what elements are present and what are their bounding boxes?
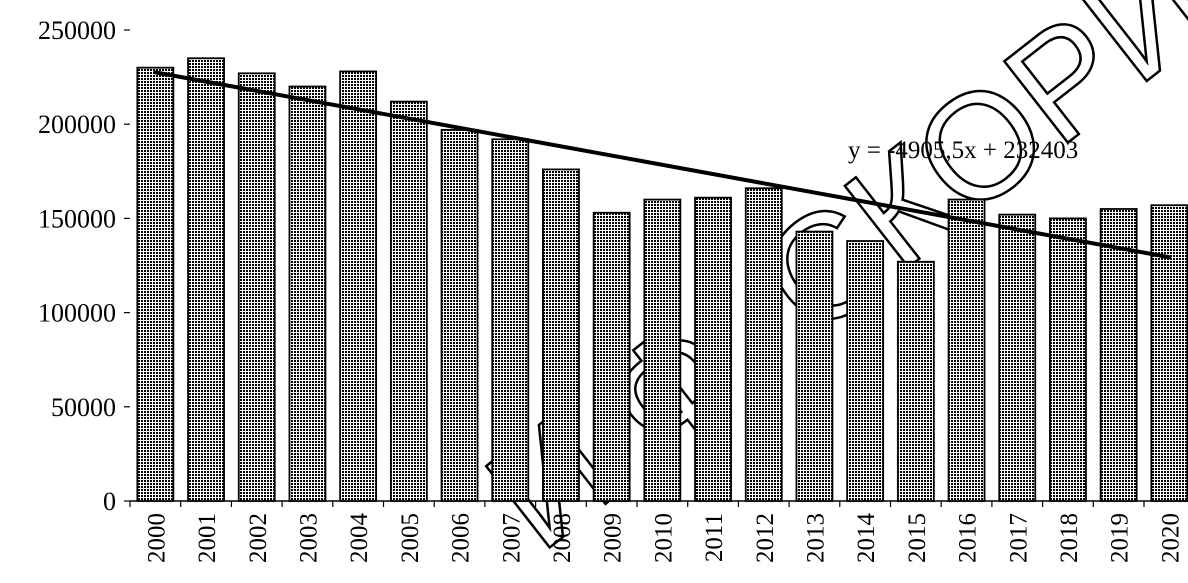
bar-2005 bbox=[389, 100, 428, 502]
x-tick-label-2004: 2004 bbox=[346, 513, 373, 564]
bar-2006 bbox=[440, 128, 479, 502]
bar-2003 bbox=[288, 85, 327, 502]
bar-2001 bbox=[187, 57, 225, 502]
y-tick-label: 250000 bbox=[38, 16, 116, 45]
x-tick-label-2010: 2010 bbox=[650, 513, 677, 563]
y-tick-label: 150000 bbox=[38, 204, 116, 233]
x-tick-label-2011: 2011 bbox=[701, 513, 728, 562]
y-tick-label: 50000 bbox=[51, 393, 116, 422]
bar-2014 bbox=[846, 240, 885, 502]
x-tick-label-2015: 2015 bbox=[904, 513, 931, 563]
bar-2015 bbox=[896, 260, 935, 502]
trendline bbox=[153, 70, 1172, 260]
x-tick-label-2017: 2017 bbox=[1005, 513, 1032, 563]
bar-2008 bbox=[542, 168, 580, 502]
trendline-equation: y = -4905,5x + 232403 bbox=[848, 137, 1078, 164]
bar-2013 bbox=[795, 230, 834, 502]
bar-2000 bbox=[136, 66, 175, 502]
x-tick-label-2020: 2020 bbox=[1157, 513, 1184, 563]
x-tick-label-2006: 2006 bbox=[448, 513, 475, 563]
bar-2009 bbox=[592, 211, 631, 502]
x-tick-label-2007: 2007 bbox=[498, 513, 525, 563]
bar-2018 bbox=[1049, 217, 1087, 502]
bar-2011 bbox=[694, 196, 732, 502]
x-tick-label-2014: 2014 bbox=[853, 513, 880, 564]
bar-2017 bbox=[998, 213, 1037, 502]
y-tick-label: 200000 bbox=[38, 110, 116, 139]
x-tick-label-2002: 2002 bbox=[245, 513, 272, 563]
x-tick-label-2001: 2001 bbox=[194, 513, 221, 563]
x-tick-label-2013: 2013 bbox=[802, 513, 829, 563]
bar-2012 bbox=[744, 187, 783, 502]
x-tick-label-2003: 2003 bbox=[295, 513, 322, 563]
bar-2016 bbox=[947, 198, 986, 502]
bar-2020 bbox=[1150, 204, 1188, 502]
x-tick-label-2018: 2018 bbox=[1056, 513, 1083, 563]
x-tick-label-2005: 2005 bbox=[397, 513, 424, 563]
y-tick-labels: 0 50000 100000 150000 200000 250000 bbox=[38, 16, 116, 516]
y-tick-label: 100000 bbox=[38, 299, 116, 328]
x-tick-label-2008: 2008 bbox=[549, 513, 576, 563]
x-tick-label-2016: 2016 bbox=[955, 513, 982, 563]
bar-2002 bbox=[237, 72, 276, 502]
bar-2010 bbox=[643, 198, 682, 502]
x-tick-label-2009: 2009 bbox=[600, 513, 627, 563]
x-tick-labels: 2000 2001 2002 2003 2004 2005 2006 2007 2008 2009… bbox=[143, 513, 1184, 564]
x-tick-label-2019: 2019 bbox=[1107, 513, 1134, 563]
x-tick-label-2012: 2012 bbox=[752, 513, 779, 563]
bar-2007 bbox=[491, 138, 530, 502]
y-tick-label: 0 bbox=[103, 487, 116, 516]
bars bbox=[136, 57, 1188, 502]
x-tick-label-2000: 2000 bbox=[143, 513, 170, 563]
bar-2019 bbox=[1099, 208, 1138, 502]
trendline-group: y = -4905,5x + 232403 bbox=[153, 70, 1172, 260]
bar-2004 bbox=[339, 70, 378, 502]
